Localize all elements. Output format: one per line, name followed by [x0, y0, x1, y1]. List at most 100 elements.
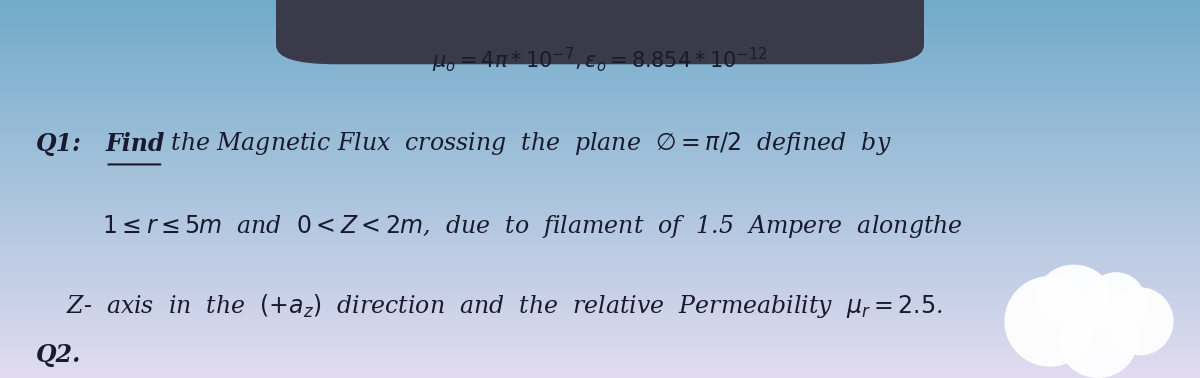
Bar	[0, 377, 1200, 378]
Bar	[0, 127, 1200, 129]
Bar	[0, 339, 1200, 340]
Bar	[0, 300, 1200, 301]
Bar	[0, 193, 1200, 194]
Bar	[0, 277, 1200, 279]
Bar	[0, 45, 1200, 46]
Ellipse shape	[1106, 287, 1174, 355]
Bar	[0, 223, 1200, 224]
Bar	[0, 284, 1200, 285]
Bar	[0, 307, 1200, 309]
Bar	[0, 50, 1200, 52]
Bar	[0, 39, 1200, 40]
Bar	[0, 199, 1200, 200]
Bar	[0, 267, 1200, 268]
Bar	[0, 352, 1200, 353]
Bar	[0, 0, 1200, 1]
Bar	[0, 103, 1200, 105]
Bar	[0, 213, 1200, 214]
Bar	[0, 198, 1200, 199]
Bar	[0, 9, 1200, 10]
Bar	[0, 275, 1200, 276]
Bar	[0, 180, 1200, 181]
Bar	[0, 190, 1200, 192]
Bar	[0, 112, 1200, 113]
Bar	[0, 338, 1200, 339]
Bar	[0, 22, 1200, 23]
Bar	[0, 209, 1200, 211]
Bar	[0, 120, 1200, 121]
Bar	[0, 256, 1200, 257]
Bar	[0, 33, 1200, 34]
Bar	[0, 34, 1200, 35]
Bar	[0, 201, 1200, 203]
Bar	[0, 313, 1200, 314]
Bar	[0, 117, 1200, 118]
Bar	[0, 149, 1200, 150]
Bar	[0, 71, 1200, 72]
Bar	[0, 44, 1200, 45]
Bar	[0, 200, 1200, 201]
Bar	[0, 1, 1200, 3]
Bar	[0, 373, 1200, 374]
Bar	[0, 242, 1200, 243]
Bar	[0, 52, 1200, 53]
Bar	[0, 237, 1200, 238]
Bar	[0, 24, 1200, 25]
Bar	[0, 329, 1200, 330]
Bar	[0, 345, 1200, 347]
Bar	[0, 3, 1200, 4]
Bar	[0, 305, 1200, 306]
Bar	[0, 76, 1200, 77]
Ellipse shape	[1058, 302, 1138, 378]
Bar	[0, 107, 1200, 108]
Bar	[0, 135, 1200, 136]
Bar	[0, 212, 1200, 213]
Text: the Magnetic Flux  crossing  the  plane  $\varnothing = \pi/2$  defined  by: the Magnetic Flux crossing the plane $\v…	[163, 130, 892, 157]
Ellipse shape	[1004, 276, 1096, 367]
Bar	[0, 155, 1200, 156]
Bar	[0, 296, 1200, 297]
Bar	[0, 285, 1200, 286]
Bar	[0, 224, 1200, 226]
Bar	[0, 49, 1200, 50]
Bar	[0, 143, 1200, 144]
Bar	[0, 26, 1200, 28]
Bar	[0, 35, 1200, 37]
Bar	[0, 318, 1200, 319]
Bar	[0, 56, 1200, 57]
Bar	[0, 91, 1200, 92]
Bar	[0, 226, 1200, 227]
Bar	[0, 170, 1200, 171]
Bar	[0, 140, 1200, 141]
Bar	[0, 77, 1200, 78]
Bar	[0, 83, 1200, 84]
Bar	[0, 328, 1200, 329]
Bar	[0, 322, 1200, 324]
Bar	[0, 314, 1200, 315]
Bar	[0, 239, 1200, 241]
Bar	[0, 341, 1200, 343]
Ellipse shape	[1086, 272, 1146, 333]
Bar	[0, 152, 1200, 154]
Bar	[0, 110, 1200, 111]
Bar	[0, 144, 1200, 145]
Bar	[0, 174, 1200, 175]
Bar	[0, 324, 1200, 325]
Bar	[0, 133, 1200, 135]
Bar	[0, 362, 1200, 363]
Bar	[0, 270, 1200, 271]
Bar	[0, 154, 1200, 155]
Bar	[0, 348, 1200, 349]
Bar	[0, 25, 1200, 26]
Bar	[0, 38, 1200, 39]
Bar	[0, 227, 1200, 228]
Bar	[0, 20, 1200, 22]
Bar	[0, 136, 1200, 137]
Bar	[0, 59, 1200, 60]
Bar	[0, 48, 1200, 49]
Bar	[0, 113, 1200, 115]
Bar	[0, 141, 1200, 143]
Bar	[0, 54, 1200, 56]
Bar	[0, 228, 1200, 229]
Bar	[0, 363, 1200, 364]
